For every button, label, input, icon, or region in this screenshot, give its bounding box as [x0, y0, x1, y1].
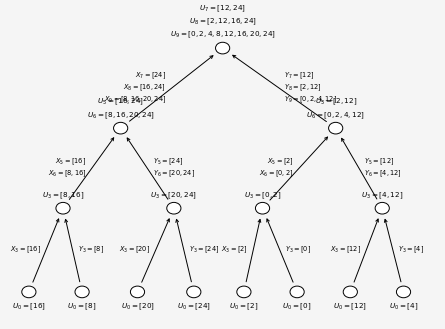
Circle shape	[237, 286, 251, 298]
Text: $U_0 = [20]$: $U_0 = [20]$	[121, 301, 154, 312]
Text: $X_3 = [2]$: $X_3 = [2]$	[221, 245, 248, 255]
Circle shape	[22, 286, 36, 298]
Text: $U_0 = [8]$: $U_0 = [8]$	[68, 301, 97, 312]
Text: $X_7 = [24]$: $X_7 = [24]$	[135, 71, 166, 81]
Text: $X_5 = [2]$: $X_5 = [2]$	[267, 157, 294, 167]
Text: $U_3 = [4, 12]$: $U_3 = [4, 12]$	[361, 190, 403, 201]
Text: $Y_8 = [2, 12]$: $Y_8 = [2, 12]$	[284, 83, 323, 93]
Text: $Y_6 = [4, 12]$: $Y_6 = [4, 12]$	[364, 169, 402, 179]
Circle shape	[56, 202, 70, 214]
Text: $U_5 = [16, 24]$: $U_5 = [16, 24]$	[97, 97, 144, 107]
Text: $U_6 = [0, 2, 4, 12]$: $U_6 = [0, 2, 4, 12]$	[306, 110, 365, 120]
Text: $U_9 = [0, 2, 4, 8, 12, 16, 20, 24]$: $U_9 = [0, 2, 4, 8, 12, 16, 20, 24]$	[170, 30, 275, 40]
Text: $X_3 = [16]$: $X_3 = [16]$	[9, 245, 40, 255]
Text: $Y_7 = [12]$: $Y_7 = [12]$	[284, 71, 315, 81]
Text: $X_5 = [16]$: $X_5 = [16]$	[55, 157, 86, 167]
Circle shape	[75, 286, 89, 298]
Text: $U_3 = [20, 24]$: $U_3 = [20, 24]$	[150, 190, 197, 201]
Circle shape	[187, 286, 201, 298]
Text: $Y_3 = [8]$: $Y_3 = [8]$	[78, 245, 104, 255]
Text: $U_6 = [8, 16, 20, 24]$: $U_6 = [8, 16, 20, 24]$	[87, 110, 155, 120]
Circle shape	[167, 202, 181, 214]
Text: $U_7 = [12, 24]$: $U_7 = [12, 24]$	[199, 4, 246, 14]
Circle shape	[130, 286, 145, 298]
Circle shape	[215, 42, 230, 54]
Circle shape	[255, 202, 270, 214]
Text: $Y_9 = [0, 2, 4, 12]$: $Y_9 = [0, 2, 4, 12]$	[284, 95, 338, 105]
Circle shape	[396, 286, 411, 298]
Text: $Y_5 = [12]$: $Y_5 = [12]$	[364, 157, 395, 167]
Text: $X_3 = [12]$: $X_3 = [12]$	[330, 245, 361, 255]
Circle shape	[290, 286, 304, 298]
Text: $X_6 = [0, 2]$: $X_6 = [0, 2]$	[259, 169, 294, 179]
Text: $U_0 = [16]$: $U_0 = [16]$	[12, 301, 46, 312]
Text: $X_6 = [8, 16]$: $X_6 = [8, 16]$	[48, 169, 86, 179]
Circle shape	[375, 202, 389, 214]
Text: $Y_5 = [24]$: $Y_5 = [24]$	[153, 157, 183, 167]
Text: $Y_3 = [0]$: $Y_3 = [0]$	[285, 245, 311, 255]
Text: $U_0 = [4]$: $U_0 = [4]$	[389, 301, 418, 312]
Circle shape	[113, 122, 128, 134]
Text: $Y_3 = [4]$: $Y_3 = [4]$	[398, 245, 425, 255]
Circle shape	[343, 286, 357, 298]
Text: $U_8 = [2, 12, 16, 24]$: $U_8 = [2, 12, 16, 24]$	[189, 17, 257, 27]
Text: $U_0 = [2]$: $U_0 = [2]$	[229, 301, 259, 312]
Text: $Y_6 = [20, 24]$: $Y_6 = [20, 24]$	[153, 169, 195, 179]
Circle shape	[328, 122, 343, 134]
Text: $U_0 = [24]$: $U_0 = [24]$	[177, 301, 211, 312]
Text: $U_0 = [12]$: $U_0 = [12]$	[333, 301, 367, 312]
Text: $U_5 = [2, 12]$: $U_5 = [2, 12]$	[315, 97, 357, 107]
Text: $X_3 = [20]$: $X_3 = [20]$	[119, 245, 150, 255]
Text: $Y_3 = [24]$: $Y_3 = [24]$	[189, 245, 219, 255]
Text: $U_3 = [0, 2]$: $U_3 = [0, 2]$	[244, 190, 281, 201]
Text: $X_9 = [8, 16, 20, 24]$: $X_9 = [8, 16, 20, 24]$	[104, 95, 166, 105]
Text: $X_8 = [16, 24]$: $X_8 = [16, 24]$	[123, 83, 166, 93]
Text: $U_0 = [0]$: $U_0 = [0]$	[283, 301, 312, 312]
Text: $U_3 = [8, 16]$: $U_3 = [8, 16]$	[42, 190, 84, 201]
